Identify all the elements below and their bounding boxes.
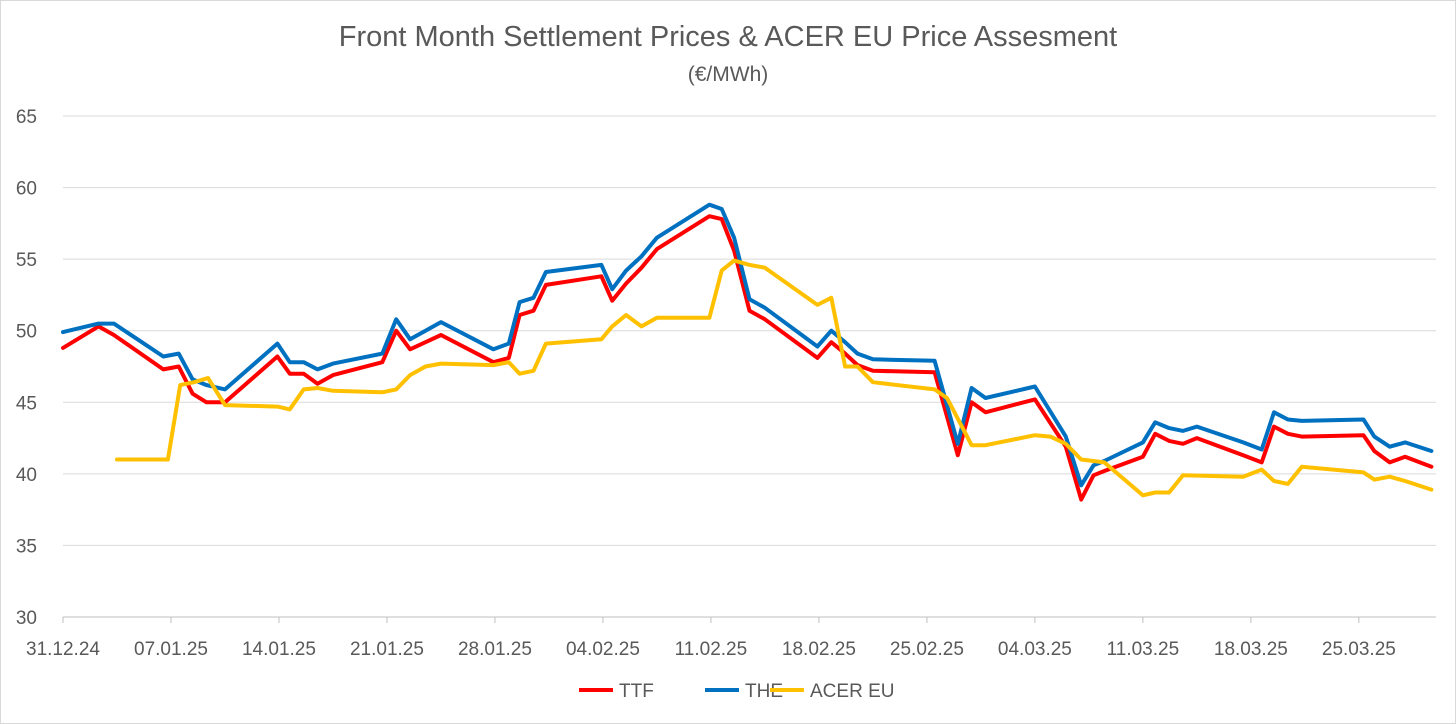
y-tick-label: 40 xyxy=(16,465,37,486)
y-tick-label: 55 xyxy=(16,250,37,271)
x-tick-label: 11.02.25 xyxy=(675,639,748,660)
y-tick-label: 30 xyxy=(16,608,37,629)
x-axis-ticks: 31.12.24 07.01.25 14.01.25 21.01.25 28.01.25… xyxy=(26,617,1396,660)
y-tick-label: 65 xyxy=(16,107,37,128)
y-tick-label: 45 xyxy=(16,393,37,414)
x-tick-label: 14.01.25 xyxy=(242,639,316,660)
gridlines xyxy=(63,115,1436,618)
x-tick-label: 04.03.25 xyxy=(998,639,1072,660)
x-tick-label: 07.01.25 xyxy=(134,639,208,660)
x-tick-label: 25.03.25 xyxy=(1322,639,1396,660)
legend-label-acer-eu[interactable]: ACER EU xyxy=(810,681,894,702)
x-tick-label: 25.02.25 xyxy=(890,639,964,660)
chart-subtitle: (€/MWh) xyxy=(688,63,769,86)
legend-label-ttf[interactable]: TTF xyxy=(619,681,654,702)
y-tick-label: 50 xyxy=(16,322,37,343)
x-tick-label: 18.03.25 xyxy=(1214,639,1288,660)
x-tick-label: 04.02.25 xyxy=(566,639,640,660)
x-tick-label: 11.03.25 xyxy=(1107,639,1180,660)
series-line-acer-eu xyxy=(115,258,1434,498)
x-tick-label: 18.02.25 xyxy=(782,639,856,660)
series-lines xyxy=(61,202,1434,502)
x-tick-label: 21.01.25 xyxy=(350,639,424,660)
chart-title: Front Month Settlement Prices & ACER EU … xyxy=(339,21,1117,53)
series-line-ttf xyxy=(61,214,1434,502)
y-tick-label: 35 xyxy=(16,536,37,557)
legend-label-the[interactable]: THE xyxy=(745,681,783,702)
series-line-the xyxy=(61,202,1434,488)
y-axis-ticks: 30 35 40 45 50 55 60 65 xyxy=(16,107,37,629)
x-tick-label: 31.12.24 xyxy=(26,639,100,660)
y-tick-label: 60 xyxy=(16,179,37,200)
legend[interactable]: TTF THE ACER EU xyxy=(579,681,894,702)
x-tick-label: 28.01.25 xyxy=(458,639,532,660)
